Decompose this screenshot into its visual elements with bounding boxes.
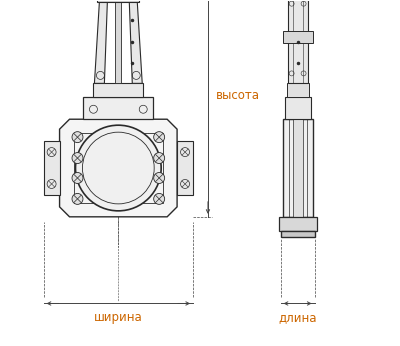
Circle shape	[72, 153, 83, 164]
Bar	[285, 97, 310, 119]
Bar	[283, 119, 312, 217]
Text: высота: высота	[216, 89, 260, 102]
Bar	[44, 140, 60, 195]
Bar	[115, 0, 121, 83]
Circle shape	[154, 132, 165, 143]
Bar	[283, 31, 312, 43]
Bar	[288, 0, 308, 83]
Circle shape	[154, 173, 165, 183]
Text: длина: длина	[278, 311, 317, 325]
Bar	[98, 0, 139, 2]
Circle shape	[72, 173, 83, 183]
Circle shape	[76, 125, 161, 211]
Bar	[281, 231, 314, 237]
Circle shape	[154, 193, 165, 204]
Bar	[84, 97, 153, 119]
Polygon shape	[94, 2, 107, 83]
Bar	[94, 83, 143, 97]
Bar	[177, 140, 193, 195]
Bar	[287, 83, 308, 97]
Polygon shape	[129, 2, 142, 83]
Bar	[279, 217, 316, 231]
Circle shape	[72, 132, 83, 143]
Circle shape	[72, 193, 83, 204]
Polygon shape	[60, 119, 177, 217]
Circle shape	[154, 153, 165, 164]
Text: ширина: ширина	[94, 311, 143, 325]
Bar	[74, 133, 163, 203]
Bar	[293, 114, 302, 222]
